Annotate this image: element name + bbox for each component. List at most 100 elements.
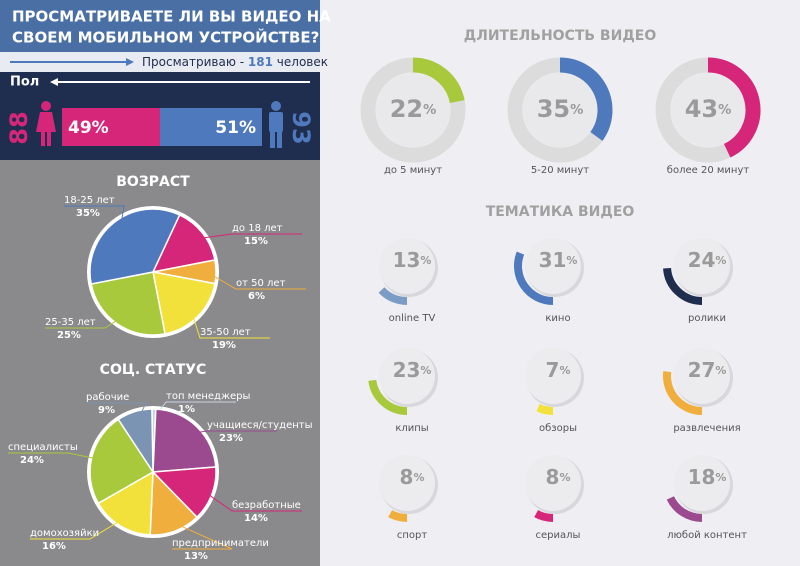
ring-label: 5-20 минут (531, 165, 589, 176)
gender-title: Пол (10, 75, 39, 90)
pie-title: ВОЗРАСТ (116, 174, 190, 190)
slice-label: 25-35 лет (45, 317, 96, 328)
section-title: ТЕМАТИКА ВИДЕО (486, 204, 635, 220)
arrow-head (50, 78, 58, 86)
pie-title: СОЦ. СТАТУС (100, 362, 207, 378)
topic-center (674, 238, 730, 294)
topic-label: развлечения (673, 423, 740, 434)
gender-bar (160, 108, 262, 146)
topic-center (379, 238, 435, 294)
value: 24 (688, 248, 716, 272)
pie-slice (117, 408, 154, 475)
value-label: 8% (400, 465, 425, 489)
topic-arc (534, 510, 554, 522)
ring-center (671, 73, 745, 147)
slice-percent: 35% (76, 208, 100, 219)
slice-percent: 24% (20, 455, 44, 466)
pie-slice (152, 408, 217, 473)
topic-arc (368, 379, 408, 415)
pie-slice (151, 466, 217, 519)
value: 35 (537, 95, 570, 123)
slice-percent: 16% (42, 541, 66, 552)
unit: % (715, 364, 726, 377)
slice-percent: 13% (184, 551, 208, 562)
topic-center (525, 348, 581, 404)
unit: % (715, 471, 726, 484)
slice-percent: 9% (98, 405, 115, 416)
topic-center (674, 455, 730, 511)
arrow-head (126, 58, 134, 66)
ring-center (523, 73, 597, 147)
value: 8 (546, 465, 560, 489)
gender-count: 88 (5, 111, 33, 144)
value: 31 (539, 248, 567, 272)
value: 13 (393, 248, 421, 272)
leader-line (206, 271, 306, 290)
slice-percent: 6% (248, 291, 265, 302)
topic-center (525, 455, 581, 511)
topic-arc (514, 251, 554, 305)
leader-line (202, 490, 302, 512)
viewers-suffix: человек (277, 55, 328, 69)
topic-arc (378, 287, 408, 305)
gender-percent: 51% (215, 118, 256, 138)
topic-center (379, 348, 435, 404)
leader-line (86, 402, 147, 422)
topic-label: клипы (395, 423, 428, 434)
male-icon (269, 101, 283, 148)
value: 7 (546, 358, 560, 382)
pie-slice (152, 271, 216, 335)
slice-percent: 23% (219, 433, 243, 444)
pie-slice (97, 470, 154, 536)
leader-line (190, 430, 277, 434)
slice-label: 18-25 лет (64, 195, 115, 206)
title-line: ПРОСМАТРИВАЕТЕ ЛИ ВЫ ВИДЕО НА (12, 8, 331, 26)
viewers-prefix: Просматриваю - (142, 55, 244, 69)
slice-label: специалисты (8, 442, 78, 453)
slice-label: рабочие (86, 392, 129, 403)
value-label: 43% (685, 95, 732, 123)
value: 43 (685, 95, 718, 123)
unit: % (423, 103, 436, 118)
leader-line (45, 315, 124, 329)
leader-line (190, 309, 270, 339)
unit: % (420, 364, 431, 377)
leader-line (8, 452, 102, 461)
topic-center (525, 238, 581, 294)
unit: % (570, 103, 583, 118)
value-label: 24% (688, 248, 727, 272)
slice-label: топ менеджеры (166, 391, 250, 402)
value-label: 13% (393, 248, 432, 272)
value-label: 27% (688, 358, 727, 382)
value: 27 (688, 358, 716, 382)
unit: % (559, 364, 570, 377)
unit: % (420, 254, 431, 267)
leader-line (30, 517, 126, 540)
viewers-row (0, 52, 320, 72)
value: 23 (393, 358, 421, 382)
topic-center (674, 348, 730, 404)
gender-count: 93 (287, 111, 315, 144)
topic-label: online TV (389, 313, 436, 324)
value-label: 8% (546, 465, 571, 489)
slice-percent: 1% (178, 404, 195, 415)
slice-label: от 50 лет (236, 278, 286, 289)
value: 8 (400, 465, 414, 489)
ring-label: до 5 минут (384, 165, 442, 176)
pie-slice (90, 271, 166, 336)
topic-label: любой контент (667, 530, 747, 541)
slice-label: домохозяйки (30, 528, 99, 539)
viewers-text: Просматриваю - 181 человек (142, 55, 328, 69)
unit: % (715, 254, 726, 267)
topic-label: обзоры (539, 423, 577, 434)
unit: % (718, 103, 731, 118)
section-title: ДЛИТЕЛЬНОСТЬ ВИДЕО (464, 28, 657, 44)
topic-label: сериалы (536, 530, 581, 541)
leader-line (171, 521, 233, 550)
unit: % (566, 254, 577, 267)
topic-arc (388, 510, 408, 522)
ring-arc (412, 57, 465, 104)
title-line: СВОЕМ МОБИЛЬНОМ УСТРОЙСТВЕ? (12, 28, 319, 47)
slice-label: учащиеся/студенты (207, 420, 312, 431)
